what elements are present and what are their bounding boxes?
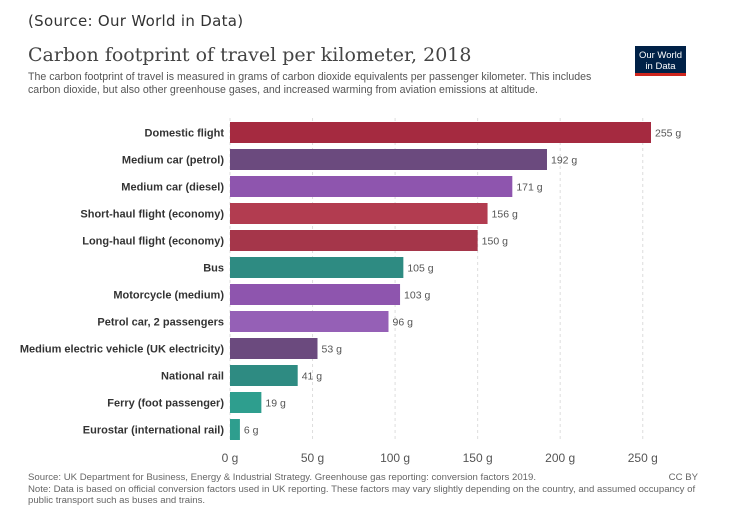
grid-lines [229,118,644,442]
bar [230,338,318,359]
category-label: Ferry (foot passenger) [107,398,224,410]
bar [230,392,262,413]
value-label: 53 g [322,344,343,356]
footer-license[interactable]: CC BY [668,472,698,483]
chart-subtitle: The carbon footprint of travel is measur… [28,71,592,96]
value-label: 156 g [492,209,518,221]
value-label: 192 g [551,155,577,167]
x-tick-label: 200 g [545,451,575,465]
bar [230,365,298,386]
category-label: Eurostar (international rail) [83,425,225,437]
bar [230,284,401,305]
value-label: 19 g [265,398,286,410]
bar [230,230,478,251]
value-label: 105 g [407,263,433,275]
footer: Source: UK Department for Business, Ener… [28,472,698,507]
category-label: Medium car (petrol) [122,155,224,167]
category-label: Long-haul flight (economy) [82,236,224,248]
owid-logo[interactable]: Our World in Data [635,46,686,76]
x-axis-ticks: 0 g 50 g 100 g 150 g 200 g 250 g [222,451,658,465]
bar [230,149,547,170]
category-label: Medium car (diesel) [121,182,224,194]
category-label: Short-haul flight (economy) [80,209,224,221]
bars [230,122,651,440]
bar [230,257,404,278]
category-label: Domestic flight [145,128,225,140]
category-labels: Domestic flight Medium car (petrol) Medium… [20,128,225,437]
value-label: 41 g [302,371,323,383]
x-tick-label: 0 g [222,451,239,465]
category-label: Medium electric vehicle (UK electricity) [20,344,225,356]
bar [230,176,513,197]
value-label: 171 g [516,182,542,194]
logo-line-1: Our World [638,50,683,61]
value-label: 255 g [655,128,681,140]
category-label: Petrol car, 2 passengers [97,317,224,329]
value-labels: 255 g 192 g 171 g 156 g 150 g 105 g 103 g 96 g 5… [244,128,682,437]
bar [230,311,389,332]
x-tick-label: 50 g [301,451,324,465]
chart-title: Carbon footprint of travel per kilometer… [28,44,472,66]
category-label: Bus [203,263,224,275]
bar [230,203,488,224]
footer-note: Note: Data is based on official conversi… [28,483,696,507]
source-caption: (Source: Our World in Data) [28,12,244,30]
x-tick-label: 250 g [628,451,658,465]
bar [230,122,651,143]
x-tick-label: 150 g [463,451,493,465]
footer-source[interactable]: Source: UK Department for Business, Ener… [28,472,537,483]
value-label: 103 g [404,290,430,302]
bar [230,419,240,440]
category-label: National rail [161,371,224,383]
value-label: 150 g [482,236,508,248]
x-tick-label: 100 g [380,451,410,465]
category-label: Motorcycle (medium) [113,290,224,302]
bar-chart: Domestic flight Medium car (petrol) Medium… [20,118,682,465]
value-label: 96 g [392,317,413,329]
logo-line-2: in Data [645,61,676,72]
value-label: 6 g [244,425,259,437]
